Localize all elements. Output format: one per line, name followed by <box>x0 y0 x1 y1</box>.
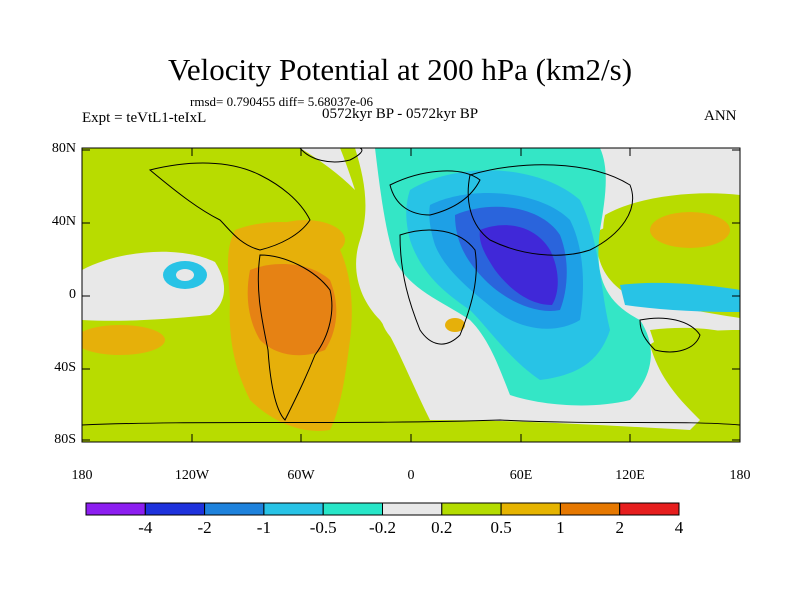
coastlines <box>82 148 740 426</box>
neutral-region-south <box>379 296 450 347</box>
colorbar-label-3: -0.5 <box>309 518 337 537</box>
low-blob-pacific-core <box>176 269 194 281</box>
colorbar-swatch-2 <box>204 502 265 516</box>
neutral-region-west <box>82 251 225 321</box>
colorbar-label-0: -4 <box>138 518 153 537</box>
colorbar-label-7: 1 <box>556 518 565 537</box>
high-05-tail-west <box>82 325 165 355</box>
low-4-east <box>479 225 558 305</box>
colorbar-swatch-5 <box>382 502 443 516</box>
lon-label-180w: 180 <box>71 468 93 483</box>
colorbar-label-4: -0.2 <box>369 518 396 537</box>
lon-label-120w: 120W <box>174 468 210 483</box>
colorbar-label-9: 4 <box>674 518 684 537</box>
lat-label-40n: 40N <box>51 214 76 229</box>
colorbar-swatch-0 <box>85 502 146 516</box>
high-05-southafrica <box>445 318 465 332</box>
lon-label-0: 0 <box>407 468 415 483</box>
season-label: ANN <box>704 108 737 124</box>
colorbar-swatch-9 <box>619 502 680 516</box>
high-1-americas <box>247 264 337 356</box>
lat-label-40s: 40S <box>54 360 76 375</box>
period-label: 0572kyr BP - 0572kyr BP <box>322 106 479 122</box>
colorbar-swatch-4 <box>322 502 384 516</box>
contour-field <box>82 148 740 442</box>
plot-title: Velocity Potential at 200 hPa (km2/s) <box>167 52 633 87</box>
lat-label-0: 0 <box>69 287 76 302</box>
lon-label-120e: 120E <box>615 468 645 483</box>
colorbar-label-5: 0.2 <box>431 518 453 537</box>
high-05-northamerica <box>265 220 345 260</box>
colorbar-swatch-6 <box>441 502 502 516</box>
colorbar-label-6: 0.5 <box>490 518 512 537</box>
colorbar-swatch-7 <box>500 502 561 516</box>
colorbar-swatch-1 <box>144 502 206 516</box>
lon-label-60e: 60E <box>509 468 533 483</box>
colorbar-label-2: -1 <box>256 518 271 537</box>
colorbar-swatch-8 <box>559 502 621 516</box>
axis-ticks <box>81 148 741 442</box>
colorbar-swatch-3 <box>263 502 324 516</box>
neutral-region-northwest <box>140 148 355 190</box>
colorbar-label-8: 2 <box>615 518 624 537</box>
lon-label-60w: 60W <box>287 468 315 483</box>
lat-label-80s: 80S <box>54 432 76 447</box>
rmsd-diff-stats: rmsd= 0.790455 diff= 5.68037e-06 <box>190 94 374 109</box>
high-05-eastpacific <box>650 212 730 248</box>
lat-label-80n: 80N <box>51 141 76 156</box>
experiment-label: Expt = teVtL1-teIxL <box>82 110 207 126</box>
lon-label-180e: 180 <box>729 468 751 483</box>
low-02-westpacific <box>620 282 740 312</box>
colorbar-label-1: -2 <box>197 518 212 537</box>
colorbar <box>85 502 680 516</box>
high-02-australia <box>650 327 740 380</box>
